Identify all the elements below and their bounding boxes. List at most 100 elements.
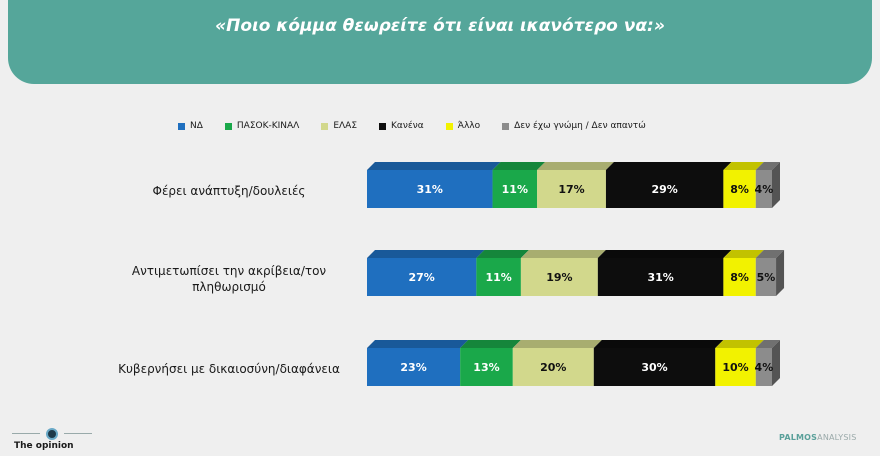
category-label: Φέρει ανάπτυξη/δουλειές bbox=[114, 183, 344, 199]
bar-segment: 31% bbox=[367, 162, 501, 208]
category-label: Κυβερνήσει με δικαιοσύνη/διαφάνεια bbox=[114, 361, 344, 377]
bar-segment: 30% bbox=[593, 340, 724, 386]
eye-icon bbox=[46, 428, 58, 440]
data-label: 31% bbox=[647, 271, 673, 284]
legend-swatch bbox=[445, 122, 453, 130]
bar-segment: 4% bbox=[755, 340, 780, 386]
legend-label: Κανένα bbox=[391, 121, 424, 131]
legend-swatch bbox=[321, 122, 329, 130]
bar-side-face bbox=[776, 250, 785, 296]
category-label-line: Αντιμετωπίσει την ακρίβεια/τον bbox=[131, 264, 327, 278]
legend-label: ΠΑΣΟΚ-ΚΙΝΑΛ bbox=[236, 121, 300, 131]
data-label: 10% bbox=[722, 361, 748, 374]
bar-side-face bbox=[772, 162, 780, 208]
bar-front-face bbox=[367, 258, 477, 296]
header-banner: «Ποιο κόμμα θεωρείτε ότι είναι ικανότερο… bbox=[8, 0, 872, 84]
data-label: 23% bbox=[400, 361, 426, 374]
bar-top-face bbox=[367, 340, 469, 348]
chart-title: «Ποιο κόμμα θεωρείτε ότι είναι ικανότερο… bbox=[215, 16, 665, 36]
bar-top-face bbox=[476, 250, 529, 258]
legend-label: ΕΛΑΣ bbox=[333, 121, 358, 131]
the-opinion-text: The opinion bbox=[14, 441, 74, 451]
analysis-text: ANALYSIS bbox=[817, 433, 857, 442]
bar-segment: 13% bbox=[460, 340, 521, 386]
bar-segment: 23% bbox=[367, 340, 469, 386]
data-label: 5% bbox=[757, 271, 776, 284]
bar-front-face bbox=[755, 170, 772, 208]
bar-top-face bbox=[512, 340, 602, 348]
bar-segment: 4% bbox=[755, 162, 780, 208]
bar-front-face bbox=[723, 258, 756, 296]
data-label: 11% bbox=[502, 183, 528, 196]
bar-segment: 10% bbox=[715, 340, 764, 386]
bar-front-face bbox=[755, 348, 772, 386]
legend-label: ΝΔ bbox=[190, 121, 203, 131]
bar-front-face bbox=[593, 348, 716, 386]
bar-front-face bbox=[460, 348, 513, 386]
data-label: 13% bbox=[473, 361, 499, 374]
bar-segment: 17% bbox=[537, 162, 614, 208]
legend-item: ΠΑΣΟΚ-ΚΙΝΑΛ bbox=[224, 121, 300, 131]
bar-segment: 8% bbox=[723, 250, 764, 296]
bar-segment: 8% bbox=[723, 162, 764, 208]
legend-swatch bbox=[379, 122, 387, 130]
data-label: 29% bbox=[652, 183, 678, 196]
data-label: 27% bbox=[409, 271, 435, 284]
data-label: 20% bbox=[540, 361, 566, 374]
data-label: 30% bbox=[641, 361, 667, 374]
category-label-line: πληθωρισμό bbox=[192, 280, 266, 294]
data-label: 8% bbox=[730, 183, 749, 196]
bar-top-face bbox=[520, 250, 606, 258]
chart-legend: ΝΔ ΠΑΣΟΚ-ΚΙΝΑΛ ΕΛΑΣ Κανένα Άλλο Δεν έχω γνώμη… bbox=[178, 118, 668, 134]
category-label: Αντιμετωπίσει την ακρίβεια/τον πληθωρισμό bbox=[114, 263, 344, 295]
bar-top-face bbox=[492, 162, 546, 170]
bar-top-face bbox=[605, 162, 732, 170]
legend-item: Κανένα bbox=[379, 121, 424, 131]
bar-top-face bbox=[460, 340, 521, 348]
category-label-line: Φέρει ανάπτυξη/δουλειές bbox=[152, 184, 306, 198]
bar-segment: 29% bbox=[605, 162, 732, 208]
bar-side-face bbox=[772, 340, 780, 386]
category-label-line: Κυβερνήσει με δικαιοσύνη/διαφάνεια bbox=[118, 362, 340, 376]
bar-front-face bbox=[755, 258, 777, 296]
bar-front-face bbox=[605, 170, 724, 208]
bar-segment: 11% bbox=[492, 162, 546, 208]
bar-front-face bbox=[492, 170, 538, 208]
data-label: 31% bbox=[417, 183, 443, 196]
bar-segment: 27% bbox=[367, 250, 485, 296]
bar-front-face bbox=[537, 170, 606, 208]
data-label: 8% bbox=[730, 271, 749, 284]
legend-label: Δεν έχω γνώμη / Δεν απαντώ bbox=[514, 121, 646, 131]
legend-swatch bbox=[224, 122, 232, 130]
bar-top-face bbox=[715, 340, 764, 348]
legend-item: Άλλο bbox=[445, 121, 481, 131]
bar-front-face bbox=[476, 258, 521, 296]
bar-top-face bbox=[723, 162, 764, 170]
bar-top-face bbox=[367, 162, 501, 170]
legend-swatch bbox=[178, 122, 185, 130]
palmos-text: PALMOS bbox=[779, 433, 818, 442]
legend-item: ΝΔ bbox=[178, 121, 203, 131]
bar-front-face bbox=[723, 170, 756, 208]
data-label: 17% bbox=[558, 183, 584, 196]
bar-top-face bbox=[723, 250, 764, 258]
bar-top-face bbox=[597, 250, 732, 258]
bar-front-face bbox=[367, 170, 493, 208]
bar-top-face bbox=[593, 340, 724, 348]
bar-segment: 5% bbox=[755, 250, 785, 296]
bar-front-face bbox=[715, 348, 756, 386]
bar-front-face bbox=[512, 348, 594, 386]
legend-item: Δεν έχω γνώμη / Δεν απαντώ bbox=[502, 121, 646, 131]
bar-front-face bbox=[520, 258, 598, 296]
data-label: 4% bbox=[755, 361, 774, 374]
bar-front-face bbox=[597, 258, 724, 296]
data-label: 11% bbox=[485, 271, 511, 284]
legend-label: Άλλο bbox=[457, 121, 481, 131]
bar-top-face bbox=[755, 162, 780, 170]
bar-front-face bbox=[367, 348, 461, 386]
bar-top-face bbox=[755, 340, 780, 348]
bar-segment: 19% bbox=[520, 250, 606, 296]
bar-top-face bbox=[537, 162, 614, 170]
bar-segment: 11% bbox=[476, 250, 529, 296]
data-label: 4% bbox=[755, 183, 774, 196]
